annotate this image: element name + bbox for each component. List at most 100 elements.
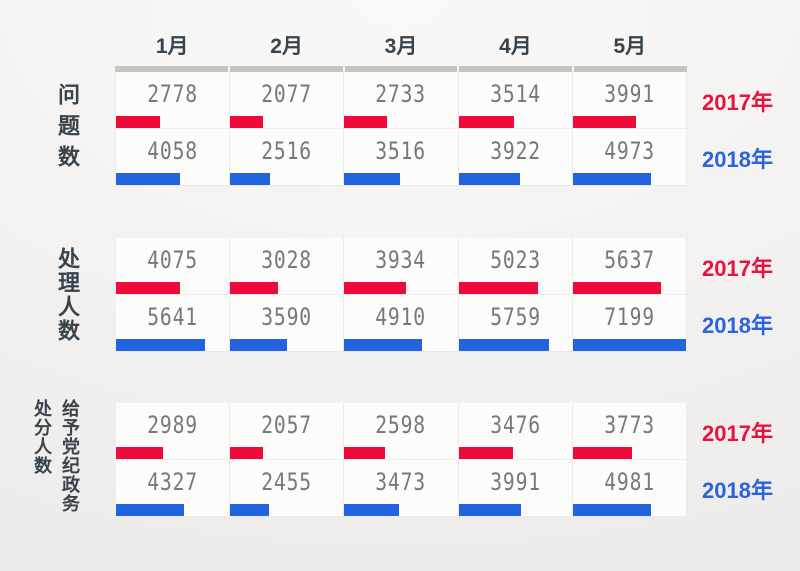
bar-2017 [230,116,263,128]
value-label: 4981 [604,468,655,496]
data-cell: 4973 [572,129,688,186]
data-cell: 5759 [458,295,573,352]
bar-2017 [344,447,386,459]
value-label: 2989 [147,411,198,439]
bar-2017 [458,282,538,294]
bar-2018 [572,173,651,185]
value-label: 2057 [261,411,313,439]
data-cell: 2516 [230,129,345,186]
section-title-sub: 给予党纪政务 [60,399,80,513]
data-cell: 3476 [458,403,573,460]
data-cell: 7199 [572,295,688,352]
value-label: 4973 [604,137,655,165]
value-label: 3590 [261,303,313,331]
data-cell: 2455 [230,460,345,517]
value-label: 3991 [489,468,541,496]
legend-2017: 2017年 [702,89,773,115]
value-label: 7199 [604,303,655,331]
row-2017: 2778 2077 2733 3514 3991 2017年 [115,72,773,129]
row-2018: 5641 3590 4910 5759 7199 2018年 [115,295,773,352]
data-cell: 2733 [344,72,459,129]
data-cell: 2077 [230,72,345,129]
value-label: 5759 [489,303,541,331]
data-cell: 5637 [572,238,688,295]
row-2018: 4058 2516 3516 3922 4973 2018年 [115,129,773,186]
bar-2017 [572,282,662,294]
data-cell: 2778 [115,72,231,129]
value-label: 2516 [261,137,313,165]
data-cell: 5023 [458,238,573,295]
bar-2018 [230,504,269,516]
data-cell: 4075 [115,238,231,295]
value-label: 3473 [375,468,427,496]
bar-2017 [344,282,407,294]
bar-2018 [116,504,185,516]
value-label: 3516 [375,137,427,165]
bar-2018 [116,173,180,185]
data-cell: 4981 [572,460,688,517]
month-label: 2月 [270,35,303,58]
data-cell: 3028 [230,238,345,295]
data-cell: 4058 [115,129,231,186]
bar-2018 [572,504,652,516]
bar-2017 [458,447,514,459]
value-label: 3028 [261,246,313,274]
legend-2017: 2017年 [702,420,773,446]
value-label: 3922 [489,137,541,165]
bar-2017 [572,447,633,459]
bar-2018 [344,504,400,516]
value-label: 2733 [375,80,427,108]
month-label: 3月 [384,35,418,58]
section-title: 问题数 [55,82,80,176]
value-label: 3991 [604,80,655,108]
header-rule-segment [229,66,343,72]
data-cell: 2057 [230,403,345,460]
section-title-main: 处分人数 [32,399,52,475]
data-cell: 3991 [458,460,573,517]
data-cell: 2989 [115,403,231,460]
header-rule-segment [115,66,228,72]
header-rule-segment [459,66,573,72]
row-2017: 2989 2057 2598 3476 3773 2017年 [115,403,773,460]
bar-2017 [230,447,263,459]
header-rule [115,66,687,72]
bar-2018 [458,339,550,351]
bar-2017 [458,116,514,128]
month-label: 1月 [155,35,189,58]
data-cell: 3516 [344,129,459,186]
bar-2018 [230,173,270,185]
bar-2018 [344,173,400,185]
data-cell: 3773 [572,403,688,460]
value-label: 2778 [147,80,198,108]
data-cell: 3473 [344,460,459,517]
section-problem-count: 问题数 2778 2077 2733 3514 3991 2017年 4058 … [55,72,773,186]
month-label: 4月 [499,35,532,58]
bar-2018 [344,339,422,351]
bar-2017 [116,447,163,459]
data-cell: 4327 [115,460,231,517]
value-label: 3934 [375,246,427,274]
bar-2017 [116,116,160,128]
header-rule-segment [574,66,687,72]
legend-2018: 2018年 [702,312,773,338]
data-cell: 5641 [115,295,231,352]
value-label: 5637 [604,246,655,274]
value-label: 2077 [261,80,313,108]
bar-2018 [572,339,687,351]
month-header-row: 1月 2月 3月 4月 5月 [115,30,687,60]
data-cell: 3590 [230,295,345,352]
data-cell: 3922 [458,129,573,186]
bar-2017 [572,116,636,128]
bar-2018 [230,339,287,351]
value-label: 3514 [489,80,541,108]
value-label: 3476 [489,411,541,439]
legend-2018: 2018年 [702,477,773,503]
data-cell: 3934 [344,238,459,295]
data-cell: 4910 [344,295,459,352]
value-label: 4058 [147,137,198,165]
section-handled-count: 处理人数 4075 3028 3934 5023 5637 2017年 5641… [55,238,773,352]
section-title: 处理人数 [55,247,80,343]
value-label: 5023 [489,246,541,274]
section-title-box: 处理人数 [17,238,117,352]
header-rule-segment [344,66,458,72]
